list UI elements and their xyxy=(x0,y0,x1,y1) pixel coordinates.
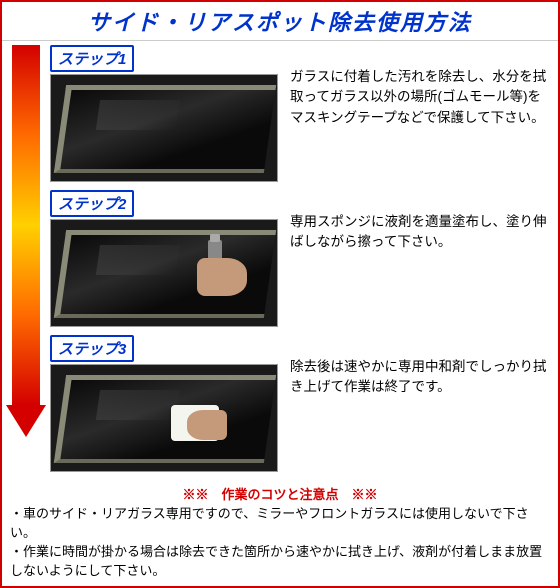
step-2: ステップ2 専用スポンジに液剤を適量塗布し、塗り伸ばしながら擦って下さい。 xyxy=(50,190,552,327)
step-label: ステップ3 xyxy=(50,335,134,362)
steps-column: ステップ1 ガラスに付着した汚れを除去し、水分を拭取ってガラス以外の場所(ゴムモ… xyxy=(50,41,558,484)
content-area: ステップ1 ガラスに付着した汚れを除去し、水分を拭取ってガラス以外の場所(ゴムモ… xyxy=(2,41,558,484)
hand-icon xyxy=(197,258,247,296)
step-text: 除去後は速やかに専用中和剤でしっかり拭き上げて作業は終了です。 xyxy=(280,335,552,472)
step-left: ステップ1 xyxy=(50,45,280,182)
step-1: ステップ1 ガラスに付着した汚れを除去し、水分を拭取ってガラス以外の場所(ゴムモ… xyxy=(50,45,552,182)
step-image-3 xyxy=(50,364,278,472)
header: サイド・リアスポット除去使用方法 xyxy=(2,2,558,41)
page-title: サイド・リアスポット除去使用方法 xyxy=(2,5,558,37)
notes-section: ※※ 作業のコツと注意点 ※※ ・車のサイド・リアガラス専用ですので、ミラーやフ… xyxy=(2,484,558,586)
gradient-arrow-icon xyxy=(6,45,46,437)
hand-icon xyxy=(187,410,227,440)
step-left: ステップ2 xyxy=(50,190,280,327)
step-label: ステップ2 xyxy=(50,190,134,217)
step-image-2 xyxy=(50,219,278,327)
step-3: ステップ3 除去後は速やかに専用中和剤でしっかり拭き上げて作業は終了です。 xyxy=(50,335,552,472)
step-label: ステップ1 xyxy=(50,45,134,72)
arrow-column xyxy=(2,41,50,484)
step-image-1 xyxy=(50,74,278,182)
note-line: ・作業に時間が掛かる場合は除去できた箇所から速やかに拭き上げ、液剤が付着しまま放… xyxy=(10,543,550,581)
step-text: ガラスに付着した汚れを除去し、水分を拭取ってガラス以外の場所(ゴムモール等)をマ… xyxy=(280,45,552,182)
notes-title: ※※ 作業のコツと注意点 ※※ xyxy=(10,484,550,503)
step-left: ステップ3 xyxy=(50,335,280,472)
main-container: サイド・リアスポット除去使用方法 ステップ1 ガラスに付着した汚れを除去し、水分… xyxy=(0,0,560,588)
step-text: 専用スポンジに液剤を適量塗布し、塗り伸ばしながら擦って下さい。 xyxy=(280,190,552,327)
note-line: ・車のサイド・リアガラス専用ですので、ミラーやフロントガラスには使用しないで下さ… xyxy=(10,505,550,543)
